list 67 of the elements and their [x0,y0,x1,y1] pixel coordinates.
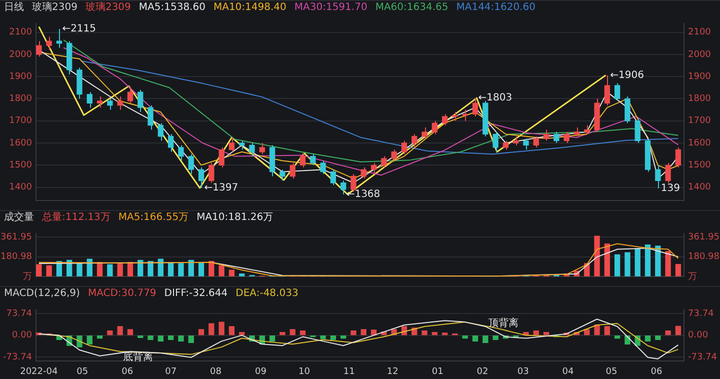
y-tick-label: 1900 [9,72,32,82]
text: DEA:-48.033 [236,287,298,300]
x-tick-label: 11 [343,366,355,377]
y2-tick-label: 0.00 [688,330,708,341]
y2-tick-label: -73.74 [688,352,718,362]
x-tick-label: 06 [122,366,134,377]
y2-tick-label: 1800 [688,94,712,104]
y-tick-label: -73.74 [2,352,32,362]
y-tick-label: 1700 [9,116,32,126]
y-tick-label: 180.98 [0,252,32,262]
annotation: 顶背离 [488,317,518,330]
chart-title: 成交量 [4,211,34,224]
annotation: 底背离 [123,350,154,363]
y2-tick-label: 1600 [688,138,712,148]
y-tick-label: 0.00 [12,330,32,341]
annotation: ←1906 [610,70,644,81]
text: MA30:1591.70 [294,1,368,14]
x-tick-label: 09 [254,366,267,377]
x-tick-label: 04 [562,366,574,377]
annotation: ←1368 [346,188,380,200]
y2-tick-label: 73.74 [688,308,714,319]
x-tick-label: 2022-04 [20,366,58,377]
x-tick-label: 12 [386,366,398,377]
y2-tick-label: 2000 [688,50,712,60]
x-tick-label: 05 [606,366,618,377]
y2-tick-label: 2100 [688,28,712,38]
text: MA5:166.55万 [118,211,189,224]
chart-subtitle: 玻璃2309 [32,1,78,14]
text: MA144:1620.60 [456,1,536,14]
y-tick-label: 1500 [9,160,32,171]
chart-title: MACD(12,26,9) [4,287,80,300]
y-tick-label: 1400 [9,182,32,193]
text: 总量:112.13万 [42,211,110,224]
y2-tick-label: 1400 [688,182,712,193]
y2-tick-label: 180.98 [688,252,720,262]
y2-tick-label: 1700 [688,116,712,126]
x-tick-label: 05 [76,366,88,377]
x-tick-label: 06 [650,366,662,377]
x-tick-label: 07 [165,366,177,377]
x-tick-label: 08 [210,366,222,377]
y-tick-label: 1800 [9,94,32,104]
y-tick-label: 万 [23,272,32,282]
annotation: 139 [660,183,680,194]
x-tick-label: 02 [476,366,488,377]
y-tick-label: 361.95 [0,232,32,242]
y-tick-label: 2100 [9,28,32,38]
chart-title: 日线 [4,1,24,14]
text: MA60:1634.65 [375,1,448,14]
y2-tick-label: 361.95 [688,232,720,242]
text: MA10:1498.40 [213,1,286,14]
annotation: ←1397 [204,182,238,194]
text: 玻璃2309 [85,1,131,14]
y-tick-label: 73.74 [6,308,32,319]
y2-tick-label: 万 [688,272,697,282]
text: MA10:181.26万 [196,211,274,224]
text: DIFF:-32.644 [164,287,228,300]
x-tick-label: 03 [517,366,529,377]
x-tick-label: 01 [432,366,444,377]
y-tick-label: 1600 [9,138,32,148]
x-tick-label: 10 [298,366,310,377]
y2-tick-label: 1900 [688,72,712,82]
text: MA5:1538.60 [138,1,206,14]
text: MACD:30.779 [88,287,156,300]
y-tick-label: 2000 [9,50,32,60]
annotation: ←1803 [478,92,512,104]
annotation: ←2115 [62,24,96,35]
y2-tick-label: 1500 [688,160,712,171]
